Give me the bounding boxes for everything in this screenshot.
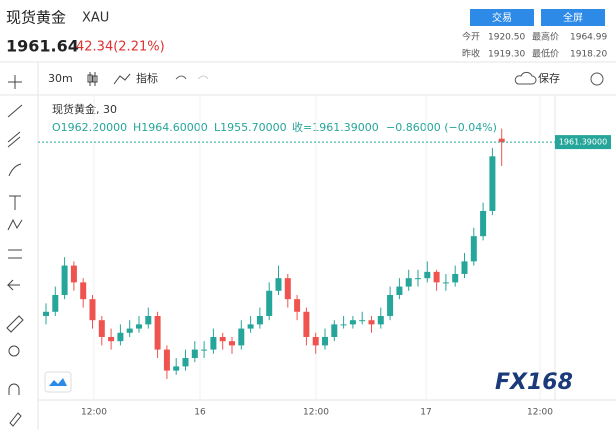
candle-body xyxy=(256,315,263,325)
legend-close: 收=1961.39000 xyxy=(292,120,379,134)
settings[interactable] xyxy=(590,72,604,86)
candle-body xyxy=(433,271,440,283)
candle-body xyxy=(340,324,347,326)
x-tick-label: 12:00 xyxy=(303,408,329,418)
candle-body xyxy=(266,290,273,316)
cloud-icon[interactable] xyxy=(514,71,537,85)
candle-body xyxy=(284,278,291,300)
candle-body xyxy=(163,349,170,371)
stat: 昨收 xyxy=(462,48,480,60)
x-tick-label: 12:00 xyxy=(81,408,107,418)
candle-body xyxy=(210,336,217,350)
candle-body xyxy=(405,278,412,287)
undo[interactable] xyxy=(175,75,187,80)
x-tick-label: 12:00 xyxy=(527,408,553,418)
x-tick-label: 16 xyxy=(194,408,206,418)
stat: 1919.30 xyxy=(488,50,525,60)
x-tick-label: 17 xyxy=(420,408,431,418)
candle-body xyxy=(238,328,245,346)
candle-body xyxy=(489,156,496,211)
stat: 最高价 xyxy=(532,31,559,43)
candle-body xyxy=(275,278,282,291)
stat: 1964.99 xyxy=(570,33,607,43)
candle-body xyxy=(154,315,161,350)
candle-body xyxy=(396,286,403,295)
last-price-box xyxy=(555,135,611,150)
candle-body xyxy=(331,324,338,337)
fullscreen-button[interactable] xyxy=(541,9,605,26)
logo-icon xyxy=(49,378,67,386)
candle-body xyxy=(442,282,449,284)
candle-body xyxy=(52,294,59,312)
candle-body xyxy=(108,336,115,342)
stat: 1920.50 xyxy=(488,33,525,43)
toolbar-icons[interactable] xyxy=(6,75,24,427)
last-price-label: 1961.39000 xyxy=(559,138,607,147)
trade-label[interactable]: 交易 xyxy=(492,11,512,24)
candle-body xyxy=(498,138,505,143)
candle-body xyxy=(219,336,226,342)
candle-body xyxy=(126,328,133,333)
candle-icon[interactable] xyxy=(87,72,98,86)
candle-body xyxy=(182,357,189,367)
logo: FX168 xyxy=(495,370,573,395)
candle-body xyxy=(173,366,180,371)
candle-body xyxy=(80,282,87,300)
candle-body xyxy=(322,336,328,346)
indicators[interactable]: 指标 xyxy=(136,71,158,85)
candle-body xyxy=(294,299,301,312)
candle-body xyxy=(98,320,105,337)
candle-body xyxy=(368,320,375,325)
stat: 最低价 xyxy=(532,48,559,60)
candle-body xyxy=(470,236,477,262)
candle-body xyxy=(415,278,421,280)
candle-body xyxy=(117,332,124,342)
trade-button[interactable] xyxy=(470,9,534,26)
fullscreen-label[interactable]: 全屏 xyxy=(563,11,583,24)
candle-body xyxy=(229,341,235,346)
legend-open: O1962.20000 xyxy=(52,121,127,134)
save[interactable]: 保存 xyxy=(538,71,560,85)
legend-low: L1955.70000 xyxy=(214,121,287,134)
candle-body xyxy=(377,315,384,325)
candle-body xyxy=(349,320,356,325)
legend-high: H1964.60000 xyxy=(133,121,208,134)
candle-body xyxy=(480,210,487,237)
instrument-name: 现货黄金 xyxy=(6,9,66,27)
candle-body xyxy=(461,261,468,274)
candle-body xyxy=(387,294,394,316)
candle-body xyxy=(303,311,310,337)
symbol: XAU xyxy=(82,11,109,26)
stat: 1918.20 xyxy=(570,50,607,60)
candle-body xyxy=(312,336,319,346)
candle-body xyxy=(452,273,459,283)
logo-button[interactable] xyxy=(44,371,72,393)
candle-body xyxy=(191,349,198,358)
price: 1961.64 xyxy=(6,37,79,56)
candle-body xyxy=(89,299,96,321)
legend-change: −0.86000 (−0.04%) xyxy=(386,121,497,134)
redo xyxy=(197,75,209,80)
candle-body xyxy=(359,320,366,322)
candle-body xyxy=(424,271,431,279)
candle-body xyxy=(70,265,77,283)
candle-body xyxy=(43,311,49,316)
candle-body xyxy=(61,265,68,295)
candle-body xyxy=(145,315,152,325)
interval[interactable]: 30m xyxy=(48,72,73,85)
stat: 今开 xyxy=(462,31,480,43)
indicator-icon[interactable] xyxy=(113,73,131,85)
candle-body xyxy=(136,324,142,329)
change: 42.34(2.21%) xyxy=(76,40,165,55)
candle-body xyxy=(247,324,254,329)
candle-body xyxy=(201,349,208,351)
legend-title: 现货黄金, 30 xyxy=(52,102,117,116)
